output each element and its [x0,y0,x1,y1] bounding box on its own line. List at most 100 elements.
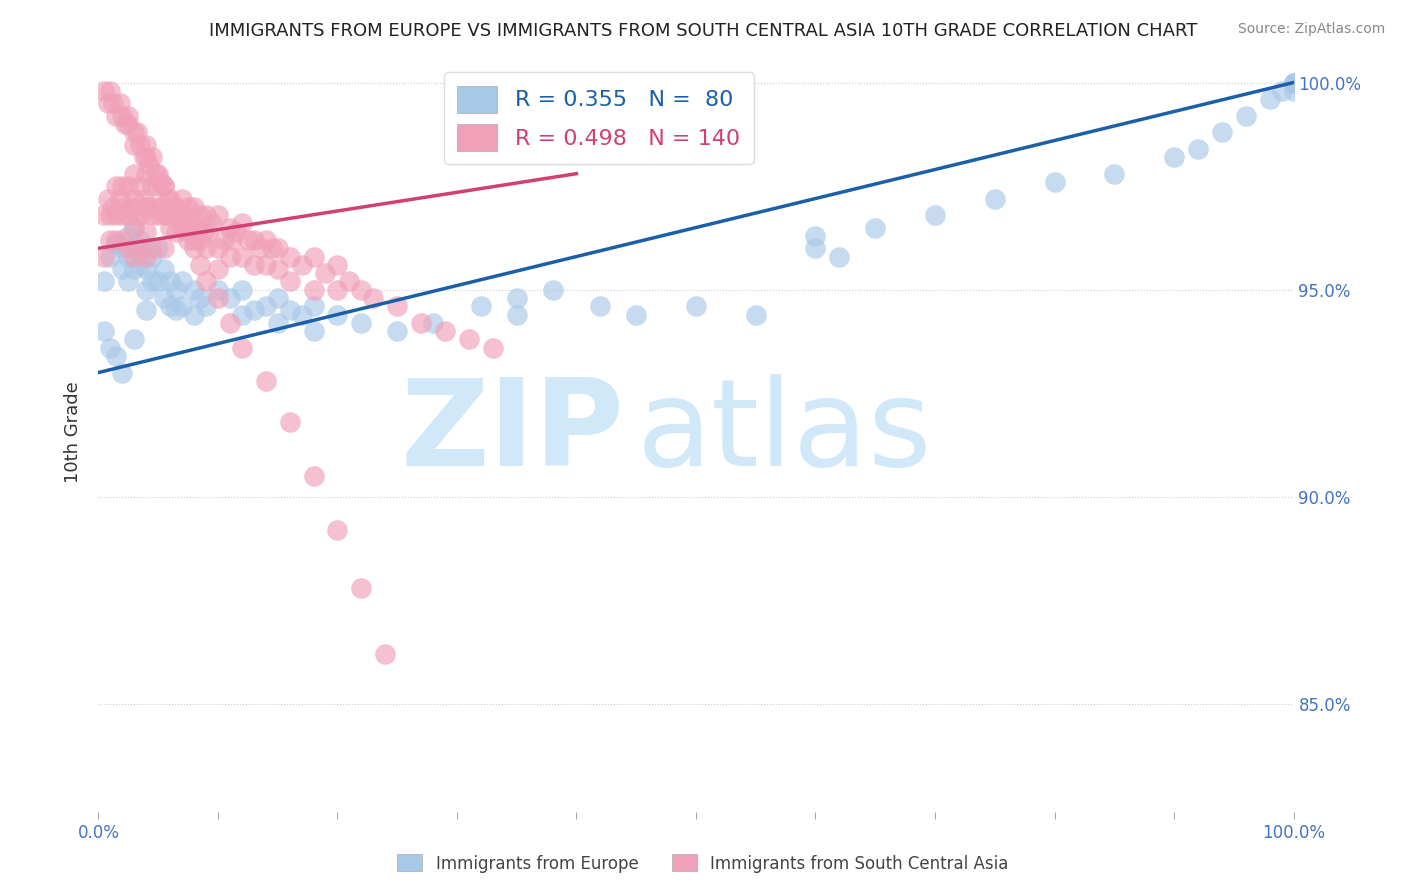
Point [138,158,160,172]
Point [183,308,205,322]
Point [98,341,122,355]
Point [135,250,157,264]
Point [180,216,202,230]
Point [243,303,266,318]
Point [101,200,124,214]
Point [172,192,194,206]
Point [434,324,457,338]
Point [506,308,529,322]
Point [111,233,134,247]
Text: IMMIGRANTS FROM EUROPE VS IMMIGRANTS FROM SOUTH CENTRAL ASIA 10TH GRADE CORRELAT: IMMIGRANTS FROM EUROPE VS IMMIGRANTS FRO… [209,22,1197,40]
Point [165,225,187,239]
Point [111,208,134,222]
Point [97,96,120,111]
Point [135,225,157,239]
Point [350,316,373,330]
Point [231,283,253,297]
Point [145,200,167,214]
Point [125,125,148,139]
Point [188,291,211,305]
Point [302,299,325,313]
Point [159,200,181,214]
Point [165,283,187,297]
Point [105,179,128,194]
Point [156,192,179,206]
Point [105,109,128,123]
Point [135,283,157,297]
Point [183,233,205,247]
Point [197,225,219,239]
Point [219,250,242,264]
Point [1282,76,1305,90]
Point [278,415,301,429]
Point [183,200,205,214]
Point [105,208,128,222]
Point [188,208,211,222]
Point [156,208,179,222]
Point [924,208,946,222]
Point [195,241,218,255]
Point [172,274,194,288]
Point [121,200,143,214]
Text: atlas: atlas [637,374,932,491]
Point [291,258,314,272]
Point [135,262,157,277]
Point [350,283,373,297]
Point [129,233,152,247]
Point [141,150,163,164]
Point [1234,109,1257,123]
Point [177,233,200,247]
Point [984,192,1007,206]
Point [97,192,120,206]
Point [165,208,187,222]
Point [108,96,131,111]
Point [135,303,157,318]
Point [124,167,146,181]
Point [225,225,247,239]
Point [114,200,136,214]
Point [326,258,349,272]
Point [385,324,409,338]
Point [124,125,146,139]
Point [141,274,163,288]
Point [111,241,134,255]
Point [207,208,229,222]
Point [159,192,181,206]
Point [148,241,170,255]
Y-axis label: 10th Grade: 10th Grade [65,382,83,483]
Point [177,200,200,214]
Point [207,241,229,255]
Point [98,233,122,247]
Point [117,274,139,288]
Point [111,262,134,277]
Point [117,241,139,255]
Point [117,208,139,222]
Point [93,250,115,264]
Point [207,291,229,305]
Point [165,303,187,318]
Point [141,208,163,222]
Point [302,250,325,264]
Point [260,241,283,255]
Point [278,250,301,264]
Point [183,241,205,255]
Point [278,274,301,288]
Point [326,523,349,537]
Point [865,220,887,235]
Point [1282,76,1305,90]
Point [267,291,290,305]
Point [236,233,259,247]
Point [267,316,290,330]
Point [93,208,115,222]
Point [506,291,529,305]
Point [201,216,224,230]
Point [159,299,181,313]
Point [135,167,157,181]
Point [315,266,337,280]
Point [363,291,385,305]
Point [172,299,194,313]
Point [231,216,253,230]
Text: ZIP: ZIP [401,374,624,491]
Point [98,208,122,222]
Point [135,241,157,255]
